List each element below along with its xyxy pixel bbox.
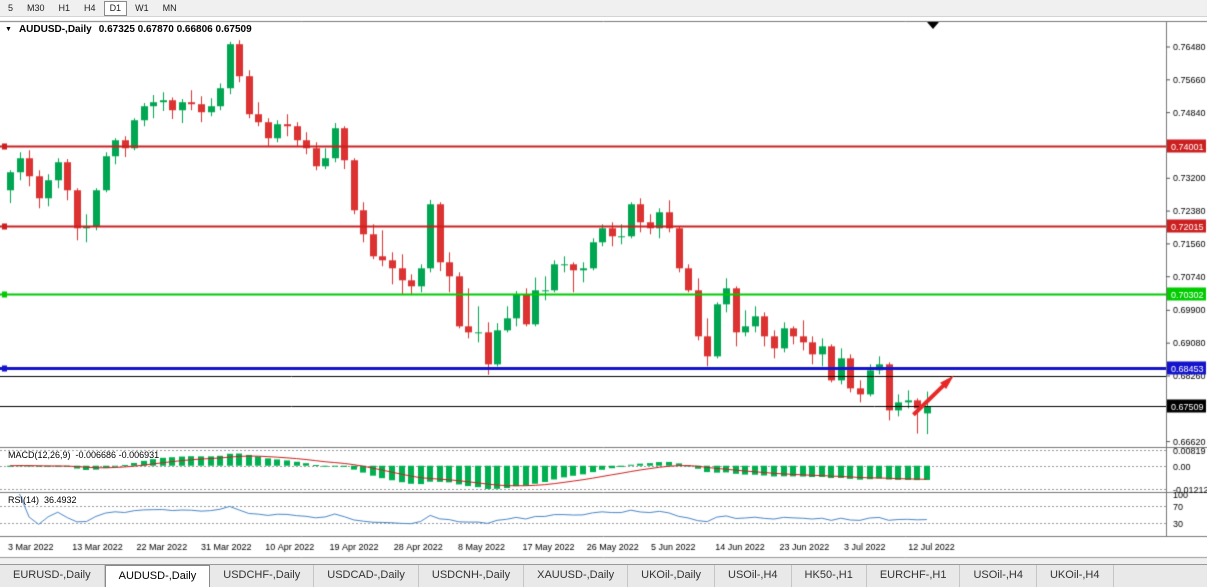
chart-tab-ukoilh4[interactable]: UKOil-,H4 [1037,565,1114,587]
timeframe-button-mn[interactable]: MN [162,2,177,13]
chart-tab-bar: EURUSD-,Daily AUDUSD-,Daily USDCHF-,Daily U… [0,564,1207,587]
timeframe-button-m30[interactable]: M30 [27,2,45,13]
chart-tab-audusddaily[interactable]: AUDUSD-,Daily [104,565,211,587]
rsi-name: RSI(14) [8,495,40,505]
macd-values: -0.006686 -0.006931 [75,450,160,460]
symbol-dropdown-icon: ▼ [5,26,12,33]
chart-tab-usdcnhdaily[interactable]: USDCNH-,Daily [419,565,525,587]
rsi-value: 36.4932 [44,495,77,505]
timeframe-button-5[interactable]: 5 [8,2,14,13]
rsi-label: RSI(14) 36.4932 [8,495,77,505]
chart-tab-usdcaddaily[interactable]: USDCAD-,Daily [314,565,419,587]
ohlc-values: 0.67325 0.67870 0.66806 0.67509 [98,24,252,35]
chart-title: ▼ AUDUSD-,Daily 0.67325 0.67870 0.66806 … [5,24,252,35]
timeframe-button-h1[interactable]: H1 [58,2,71,13]
chart-tab-xauusddaily[interactable]: XAUUSD-,Daily [524,565,629,587]
chart-tab-ukoildaily[interactable]: UKOil-,Daily [628,565,716,587]
chart-tab-eurusddaily[interactable]: EURUSD-,Daily [0,565,105,587]
chart-tab-usoilh4[interactable]: USOil-,H4 [715,565,792,587]
chart-tab-usdchfdaily[interactable]: USDCHF-,Daily [210,565,315,587]
timeframe-toolbar: 5 M30 H1 H4 D1 W1 MN [0,0,1207,17]
chart-tab-hk50h1[interactable]: HK50-,H1 [792,565,867,587]
symbol-label: AUDUSD-,Daily [18,24,92,35]
timeframe-button-h4[interactable]: H4 [84,2,96,13]
chart-tab-eurchfh1[interactable]: EURCHF-,H1 [867,565,961,587]
chart-tab-usoilh4[interactable]: USOil-,H4 [960,565,1037,587]
timeframe-button-w1[interactable]: W1 [135,2,149,13]
macd-name: MACD(12,26,9) [8,450,71,460]
macd-label: MACD(12,26,9) -0.006686 -0.006931 [8,450,159,460]
timeframe-button-d1[interactable]: D1 [103,0,128,16]
